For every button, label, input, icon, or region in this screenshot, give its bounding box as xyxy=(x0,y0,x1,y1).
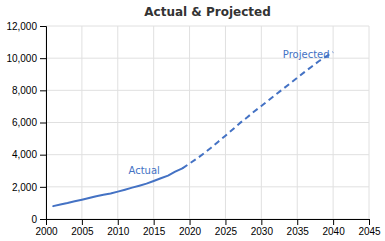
tick: 4,000 xyxy=(12,149,46,160)
lines xyxy=(53,52,333,206)
tick: 12,000 xyxy=(6,21,46,32)
tick: 2030 xyxy=(251,219,274,237)
tick-label: 2,000 xyxy=(12,182,37,193)
tick: 2025 xyxy=(215,219,238,237)
grid-line xyxy=(46,26,369,27)
tick-label: 6,000 xyxy=(12,117,37,128)
grid-line xyxy=(261,26,262,219)
tick-label: 2030 xyxy=(251,226,274,237)
tick-label: 2045 xyxy=(358,226,381,237)
tick: 8,000 xyxy=(12,85,46,96)
plot: 2000 2005 2010 2015 2020 2025 2030 2035 2040 2045… xyxy=(6,21,381,237)
chart: 2000 2005 2010 2015 2020 2025 2030 2035 2040 2045… xyxy=(0,0,385,241)
tick-mark xyxy=(82,219,83,225)
tick-mark xyxy=(369,219,370,225)
annotation: Actual xyxy=(129,165,160,176)
tick: 2005 xyxy=(71,219,94,237)
tick: 2000 xyxy=(35,219,58,237)
tick-label: 2015 xyxy=(143,226,166,237)
tick-mark xyxy=(40,155,46,156)
tick-label: 2025 xyxy=(215,226,238,237)
grid-line xyxy=(46,90,369,91)
line xyxy=(53,168,182,206)
axis-line xyxy=(40,27,47,220)
tick: 2020 xyxy=(179,219,202,237)
axis-line xyxy=(47,220,370,226)
tick-label: 4,000 xyxy=(12,149,37,160)
grid-line xyxy=(117,26,118,219)
grid-line xyxy=(225,26,226,219)
tick-label: 2005 xyxy=(71,226,94,237)
grid-line xyxy=(46,186,369,187)
tick-label: 12,000 xyxy=(6,21,37,32)
tick: 2035 xyxy=(287,219,310,237)
tick: 2015 xyxy=(143,219,166,237)
tick-label: 2020 xyxy=(179,226,202,237)
tick: 2,000 xyxy=(12,182,46,193)
tick: 6,000 xyxy=(12,117,46,128)
tick-mark xyxy=(118,219,119,225)
tick-mark xyxy=(40,123,46,124)
tick-label: 2035 xyxy=(287,226,310,237)
tick: 2045 xyxy=(358,219,381,237)
tick-mark xyxy=(225,219,226,225)
tick-label: 2040 xyxy=(322,226,345,237)
tick-mark xyxy=(40,26,46,27)
grid-line xyxy=(333,26,334,219)
grid-line xyxy=(153,26,154,219)
tick-mark xyxy=(261,219,262,225)
tick-label: 8,000 xyxy=(12,85,37,96)
annotations: Actual Projected xyxy=(129,49,330,176)
tick-mark xyxy=(40,219,46,220)
tick: 0 xyxy=(31,214,46,225)
line xyxy=(182,52,333,168)
tick-mark xyxy=(40,58,46,59)
grid-line xyxy=(46,122,369,123)
grid xyxy=(46,26,369,219)
tick-label: 2000 xyxy=(35,226,58,237)
grid-line xyxy=(369,26,370,219)
tick-mark xyxy=(190,219,191,225)
tick-mark xyxy=(297,219,298,225)
title: Actual & Projected xyxy=(144,5,271,19)
tick: 10,000 xyxy=(6,53,46,64)
tick-mark xyxy=(154,219,155,225)
tick-label: 2010 xyxy=(107,226,130,237)
tick-label: 0 xyxy=(31,214,37,225)
y-axis: 0 2,000 4,000 6,000 8,000 10,000 12,000 xyxy=(6,21,46,225)
tick-mark xyxy=(333,219,334,225)
tick: 2040 xyxy=(322,219,345,237)
x-axis: 2000 2005 2010 2015 2020 2025 2030 2035 2040 2045 xyxy=(35,219,381,237)
tick: 2010 xyxy=(107,219,130,237)
grid-line xyxy=(189,26,190,219)
grid-line xyxy=(46,154,369,155)
tick-mark xyxy=(40,187,46,188)
tick-mark xyxy=(40,90,46,91)
tick-label: 10,000 xyxy=(6,53,37,64)
annotation: Projected xyxy=(283,49,330,60)
grid-line xyxy=(81,26,82,219)
